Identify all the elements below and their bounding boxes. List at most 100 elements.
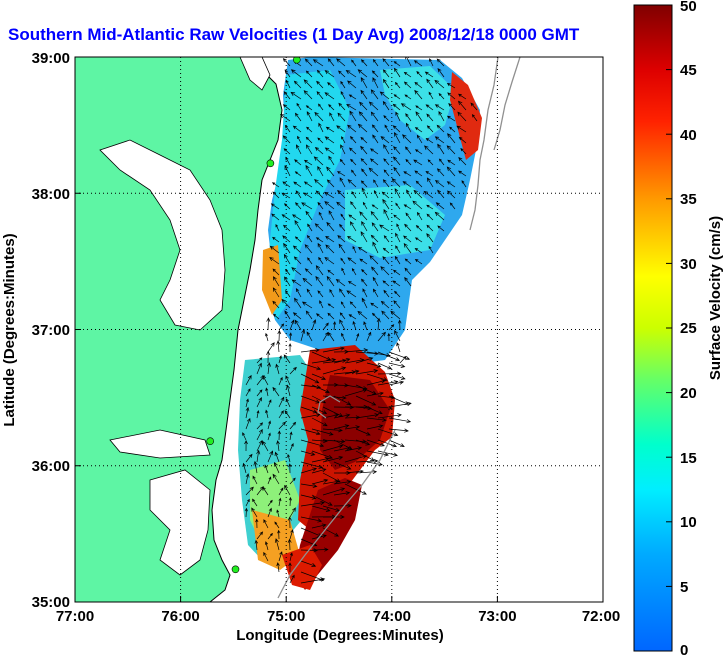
cb-tick-label: 5 xyxy=(680,579,688,596)
velocity-arrow xyxy=(272,276,280,287)
velocity-arrow xyxy=(438,158,445,166)
velocity-arrow xyxy=(349,301,357,309)
velocity-arrow xyxy=(355,469,378,475)
velocity-arrow xyxy=(388,380,405,386)
velocity-arrow xyxy=(351,191,357,199)
velocity-arrow xyxy=(314,111,324,122)
velocity-arrow xyxy=(404,276,412,287)
grid-lines xyxy=(75,57,603,602)
velocity-arrow xyxy=(300,516,323,523)
velocity-arrow xyxy=(370,234,379,243)
velocity-arrow xyxy=(344,454,368,463)
velocity-arrow xyxy=(346,290,357,298)
velocity-arrow xyxy=(271,182,280,188)
velocity-arrow xyxy=(372,134,379,144)
velocity-arrow xyxy=(383,208,390,221)
velocity-arrow xyxy=(377,380,399,386)
velocity-arrow xyxy=(256,389,263,397)
velocity-arrow xyxy=(392,103,401,111)
velocity-arrow xyxy=(377,450,398,457)
velocity-arrow xyxy=(316,91,324,100)
velocity-arrow xyxy=(294,236,302,243)
cb-tick-label: 10 xyxy=(680,514,697,531)
velocity-arrow xyxy=(371,266,379,276)
velocity-arrow xyxy=(357,310,368,320)
velocity-arrow xyxy=(289,507,296,518)
velocity-arrow xyxy=(305,105,313,111)
velocity-arrow xyxy=(395,202,401,210)
velocity-arrow xyxy=(272,386,280,397)
velocity-arrow xyxy=(405,113,412,122)
velocity-arrow xyxy=(376,317,381,331)
velocity-arrow xyxy=(302,277,313,287)
velocity-arrow xyxy=(292,312,302,320)
velocity-arrow xyxy=(292,245,302,254)
velocity-arrow xyxy=(366,379,386,386)
velocity-arrow xyxy=(311,373,327,380)
velocity-arrow xyxy=(327,312,335,320)
velocity-arrow xyxy=(284,484,291,496)
cb-tick-label: 50 xyxy=(680,0,697,15)
velocity-arrow xyxy=(327,269,335,276)
velocity-arrow xyxy=(434,136,445,144)
velocity-arrow xyxy=(414,170,423,177)
velocity-arrow xyxy=(382,198,390,210)
velocity-arrow xyxy=(397,319,402,331)
velocity-arrow xyxy=(256,439,263,452)
velocity-arrow xyxy=(339,319,346,331)
velocity-arrow xyxy=(438,111,445,122)
velocity-arrow xyxy=(245,398,249,408)
velocity-arrow xyxy=(372,276,379,287)
velocity-arrow xyxy=(333,491,351,496)
velocity-arrow xyxy=(340,144,346,155)
velocity-arrow xyxy=(394,188,401,199)
velocity-arrow xyxy=(426,125,434,133)
velocity-arrow xyxy=(428,245,434,254)
velocity-arrow xyxy=(305,310,313,320)
velocity-arrow xyxy=(388,373,406,380)
velocity-arrow xyxy=(324,70,335,78)
y-tick-label: 39:00 xyxy=(32,50,70,67)
velocity-arrow xyxy=(387,332,391,342)
velocity-arrow xyxy=(322,444,344,452)
velocity-arrow xyxy=(315,313,324,320)
velocity-arrow xyxy=(295,202,302,210)
velocity-arrow xyxy=(366,417,387,422)
velocity-arrow xyxy=(264,464,269,474)
velocity-arrow xyxy=(311,547,329,552)
x-tick-labels: 77:00 76:00 75:00 74:00 73:00 72:00 xyxy=(56,608,620,625)
velocity-arrow xyxy=(283,354,291,364)
velocity-arrow xyxy=(272,287,280,298)
velocity-arrow xyxy=(337,189,346,199)
velocity-arrow xyxy=(359,258,368,265)
velocity-arrow xyxy=(394,255,401,265)
velocity-arrow xyxy=(373,179,379,188)
velocity-arrow xyxy=(355,357,374,364)
velocity-arrow xyxy=(355,395,377,406)
velocity-arrow xyxy=(404,267,412,276)
velocity-arrow xyxy=(281,192,291,199)
velocity-arrow xyxy=(322,439,346,444)
velocity-arrow xyxy=(382,69,390,78)
velocity-arrow xyxy=(328,155,335,166)
velocity-arrow xyxy=(458,93,467,100)
velocity-arrow xyxy=(266,317,271,331)
velocity-arrow xyxy=(403,71,412,78)
velocity-arrow xyxy=(426,224,434,232)
velocity-arrow xyxy=(256,422,264,430)
velocity-arrow xyxy=(393,214,401,221)
velocity-arrow xyxy=(415,225,423,232)
velocity-arrow xyxy=(369,158,379,166)
velocity-arrow xyxy=(322,487,346,496)
velocity-arrow xyxy=(287,538,292,551)
velocity-arrow xyxy=(311,450,333,459)
velocity-arrow xyxy=(348,214,357,221)
velocity-arrow xyxy=(333,413,351,419)
x-tick-label: 77:00 xyxy=(56,608,94,625)
velocity-arrow xyxy=(255,518,259,529)
velocity-arrow xyxy=(333,321,337,331)
y-tick-labels: 39:00 38:00 37:00 36:00 35:00 xyxy=(32,50,70,611)
colorbar-label: Surface Velocity (cm/s) xyxy=(707,216,724,380)
velocity-arrow xyxy=(316,69,324,78)
velocity-arrow xyxy=(373,189,379,199)
